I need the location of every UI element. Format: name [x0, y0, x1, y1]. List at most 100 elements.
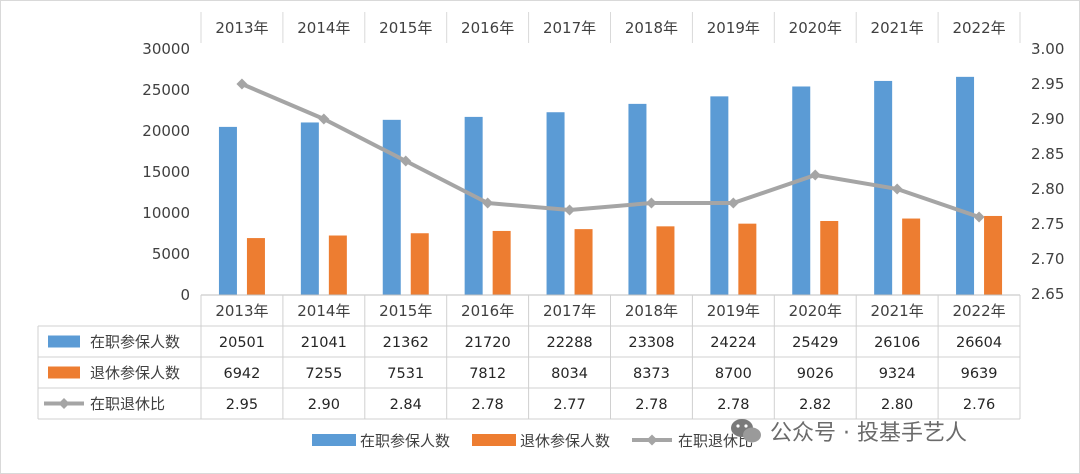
watermark-text: 公众号 · 投基手艺人 [770, 421, 967, 446]
bar-active-insured [546, 112, 565, 295]
top-category-label: 2021年 [871, 19, 924, 37]
legend-label: 在职参保人数 [360, 432, 450, 450]
bar-active-insured [792, 86, 811, 295]
table-cell: 9026 [797, 366, 834, 382]
top-category-label: 2016年 [461, 19, 514, 37]
bar-series-group [218, 76, 1003, 296]
watermark: 公众号 · 投基手艺人 [731, 419, 967, 446]
ratio-line [241, 82, 980, 219]
ratio-point [645, 197, 657, 209]
table-category-label: 2018年 [625, 302, 678, 320]
table-legend-swatch [48, 366, 80, 379]
table-cell: 2.77 [553, 397, 585, 413]
data-table: 2013年 2014年 2015年 2016年 2017年 2018年 2019年 2020年… [37, 294, 1021, 420]
ratio-point [482, 197, 494, 209]
y-tick-label: 5000 [152, 245, 190, 263]
table-series-name: 在职退休比 [90, 395, 165, 413]
ratio-point [236, 78, 248, 90]
table-category-label: 2022年 [952, 302, 1005, 320]
table-cell: 9324 [879, 366, 916, 382]
y2-tick-label: 2.65 [1031, 285, 1064, 303]
table-cell: 2.76 [963, 397, 995, 413]
wechat-logo-icon [731, 419, 761, 443]
table-cell: 2.78 [635, 397, 667, 413]
legend-swatch [312, 434, 356, 446]
bar-retired-insured [656, 226, 675, 295]
table-cell: 8373 [633, 366, 670, 382]
y2-tick-label: 2.80 [1031, 180, 1064, 198]
table-cell: 2.80 [881, 397, 913, 413]
top-category-labels: 2013年 2014年 2015年 2016年 2017年 2018年 2019年 2020年… [200, 12, 1021, 43]
left-y-axis: 0 5000 10000 15000 20000 25000 30000 [142, 40, 190, 304]
table-cell: 21720 [465, 335, 511, 351]
y-tick-label: 0 [180, 286, 190, 304]
y-tick-label: 30000 [142, 40, 190, 58]
table-cell: 8700 [715, 366, 752, 382]
table-cell: 2.78 [717, 397, 749, 413]
line-series-group [236, 78, 985, 223]
top-category-label: 2020年 [789, 19, 842, 37]
table-cell: 2.84 [390, 397, 422, 413]
bar-retired-insured [984, 215, 1003, 295]
table-category-label: 2016年 [461, 302, 514, 320]
bar-active-insured [218, 126, 237, 295]
table-cell: 2.95 [226, 397, 258, 413]
table-cell: 21362 [383, 335, 429, 351]
y2-tick-label: 2.95 [1031, 75, 1064, 93]
top-category-label: 2013年 [215, 19, 268, 37]
y2-tick-label: 2.85 [1031, 145, 1064, 163]
table-category-label: 2014年 [297, 302, 350, 320]
legend-swatch [472, 434, 516, 446]
bar-retired-insured [246, 238, 265, 295]
bar-active-insured [464, 116, 483, 296]
table-cell: 20501 [219, 335, 265, 351]
top-category-label: 2018年 [625, 19, 678, 37]
table-cell: 7531 [387, 366, 424, 382]
bar-active-insured [382, 119, 401, 295]
table-category-label: 2017年 [543, 302, 596, 320]
legend-label: 退休参保人数 [520, 432, 610, 450]
right-y-axis: 2.65 2.70 2.75 2.80 2.85 2.90 2.95 3.00 [1031, 40, 1064, 303]
table-cell: 2.90 [308, 397, 340, 413]
bar-retired-insured [492, 230, 511, 295]
ratio-point [564, 204, 576, 216]
bar-retired-insured [902, 218, 921, 295]
bar-retired-insured [738, 223, 757, 295]
y2-tick-label: 2.75 [1031, 215, 1064, 233]
ratio-point [400, 155, 412, 167]
y2-tick-label: 3.00 [1031, 40, 1064, 58]
table-category-label: 2020年 [789, 302, 842, 320]
y-tick-label: 10000 [142, 204, 190, 222]
table-cell: 21041 [301, 335, 347, 351]
legend-label: 在职退休比 [678, 432, 753, 450]
bar-retired-insured [410, 233, 429, 295]
y-tick-label: 25000 [142, 81, 190, 99]
table-cell: 2.82 [799, 397, 831, 413]
legend: 在职参保人数 退休参保人数 在职退休比 [312, 432, 753, 450]
bar-retired-insured [820, 220, 839, 295]
table-cell: 25429 [792, 335, 838, 351]
table-cell: 9639 [961, 366, 998, 382]
bar-active-insured [628, 103, 647, 296]
table-cell: 6942 [223, 366, 260, 382]
table-category-label: 2021年 [871, 302, 924, 320]
table-cell: 8034 [551, 366, 588, 382]
bar-active-insured [956, 76, 975, 295]
ratio-point [973, 211, 985, 223]
table-legend-swatch [48, 335, 80, 348]
top-category-label: 2014年 [297, 19, 350, 37]
bar-active-insured [710, 96, 729, 296]
table-cell: 23308 [628, 335, 674, 351]
table-category-label: 2019年 [707, 302, 760, 320]
table-series-name: 在职参保人数 [90, 333, 180, 351]
table-cell: 26604 [956, 335, 1002, 351]
y2-tick-label: 2.90 [1031, 110, 1064, 128]
table-cell: 2.78 [472, 397, 504, 413]
y-tick-label: 20000 [142, 122, 190, 140]
ratio-point [318, 113, 330, 125]
y2-tick-label: 2.70 [1031, 250, 1064, 268]
top-category-label: 2015年 [379, 19, 432, 37]
ratio-point [891, 183, 903, 195]
table-cell: 24224 [710, 335, 756, 351]
